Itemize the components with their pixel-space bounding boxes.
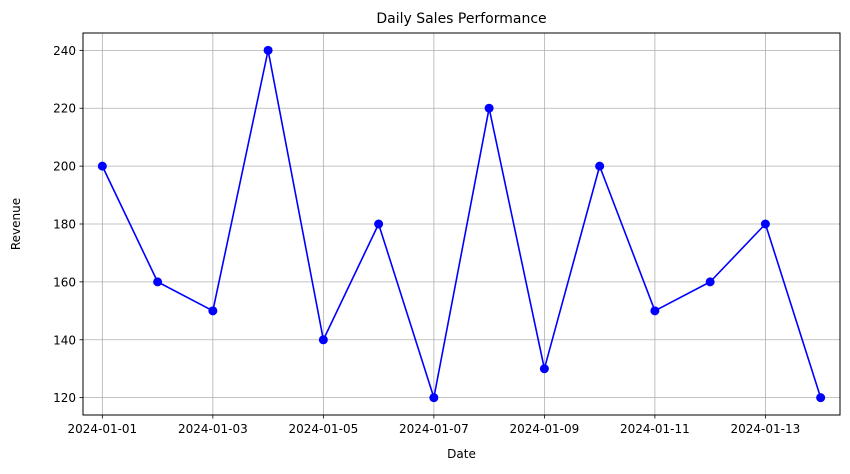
y-axis-label: Revenue <box>9 198 23 250</box>
data-point <box>484 103 494 113</box>
data-point <box>97 161 107 171</box>
y-tick-label: 200 <box>53 160 76 174</box>
x-tick-label: 2024-01-13 <box>731 422 801 436</box>
y-tick-label: 240 <box>53 44 76 58</box>
x-tick-label: 2024-01-01 <box>67 422 137 436</box>
data-point <box>816 393 826 403</box>
data-point <box>263 45 273 55</box>
y-tick-label: 140 <box>53 333 76 347</box>
x-tick-label: 2024-01-05 <box>288 422 358 436</box>
ticks-layer: 2024-01-01 2024-01-03 2024-01-05 2024-01-07… <box>53 44 800 436</box>
data-point <box>539 364 549 374</box>
x-tick-label: 2024-01-09 <box>510 422 580 436</box>
x-tick-label: 2024-01-03 <box>178 422 248 436</box>
data-point <box>374 219 384 229</box>
data-point <box>208 306 218 316</box>
data-point <box>318 335 328 345</box>
data-point <box>429 393 439 403</box>
y-tick-label: 120 <box>53 391 76 405</box>
x-tick-label: 2024-01-11 <box>620 422 690 436</box>
data-point <box>705 277 715 287</box>
y-tick-label: 220 <box>53 102 76 116</box>
series-layer <box>97 45 826 403</box>
x-axis-label: Date <box>447 447 476 461</box>
y-tick-label: 180 <box>53 218 76 232</box>
data-point <box>650 306 660 316</box>
chart-title: Daily Sales Performance <box>376 11 546 27</box>
data-point <box>153 277 163 287</box>
series-line <box>101 49 822 399</box>
x-tick-label: 2024-01-07 <box>399 422 469 436</box>
y-tick-label: 160 <box>53 275 76 289</box>
data-point <box>760 219 770 229</box>
data-point <box>595 161 605 171</box>
